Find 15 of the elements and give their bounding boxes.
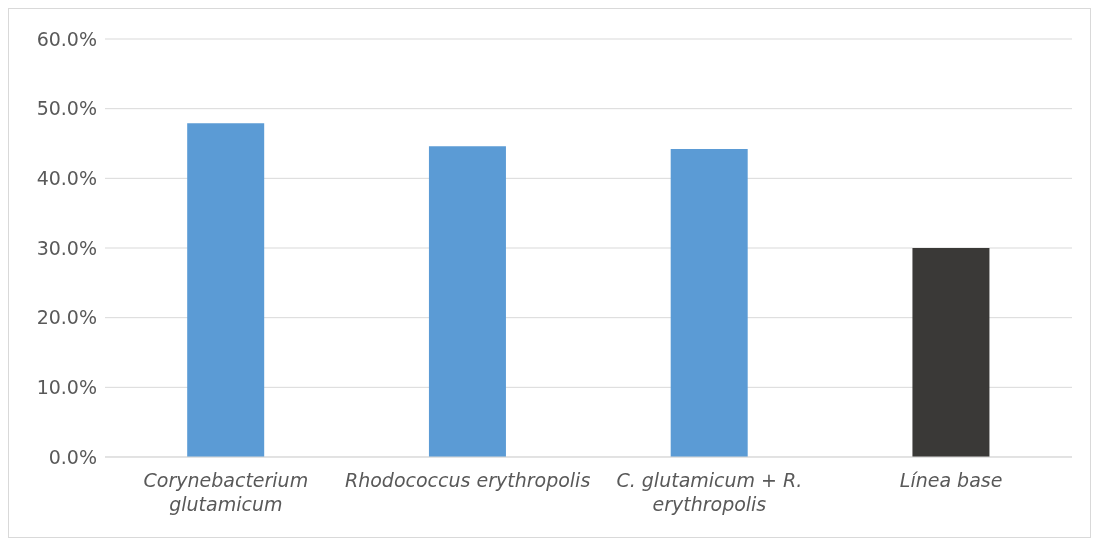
x-tick-label: C. glutamicum + R. erythropolis [616, 469, 803, 515]
bar [912, 248, 990, 457]
bar [428, 146, 506, 457]
x-tick-label: Línea base [899, 469, 1003, 491]
y-tick-label: 0.0% [48, 445, 97, 468]
bar [187, 123, 265, 457]
x-tick-label: Rhodococcus erythropolis [344, 469, 591, 491]
y-tick-label: 10.0% [36, 376, 97, 399]
y-tick-label: 60.0% [36, 27, 97, 50]
x-tick-label: Corynebacterium glutamicum [143, 469, 309, 515]
y-tick-label: 40.0% [36, 167, 97, 190]
bar [670, 149, 748, 457]
y-tick-label: 30.0% [36, 236, 97, 259]
y-tick-label: 20.0% [36, 306, 97, 329]
y-tick-label: 50.0% [36, 97, 97, 120]
